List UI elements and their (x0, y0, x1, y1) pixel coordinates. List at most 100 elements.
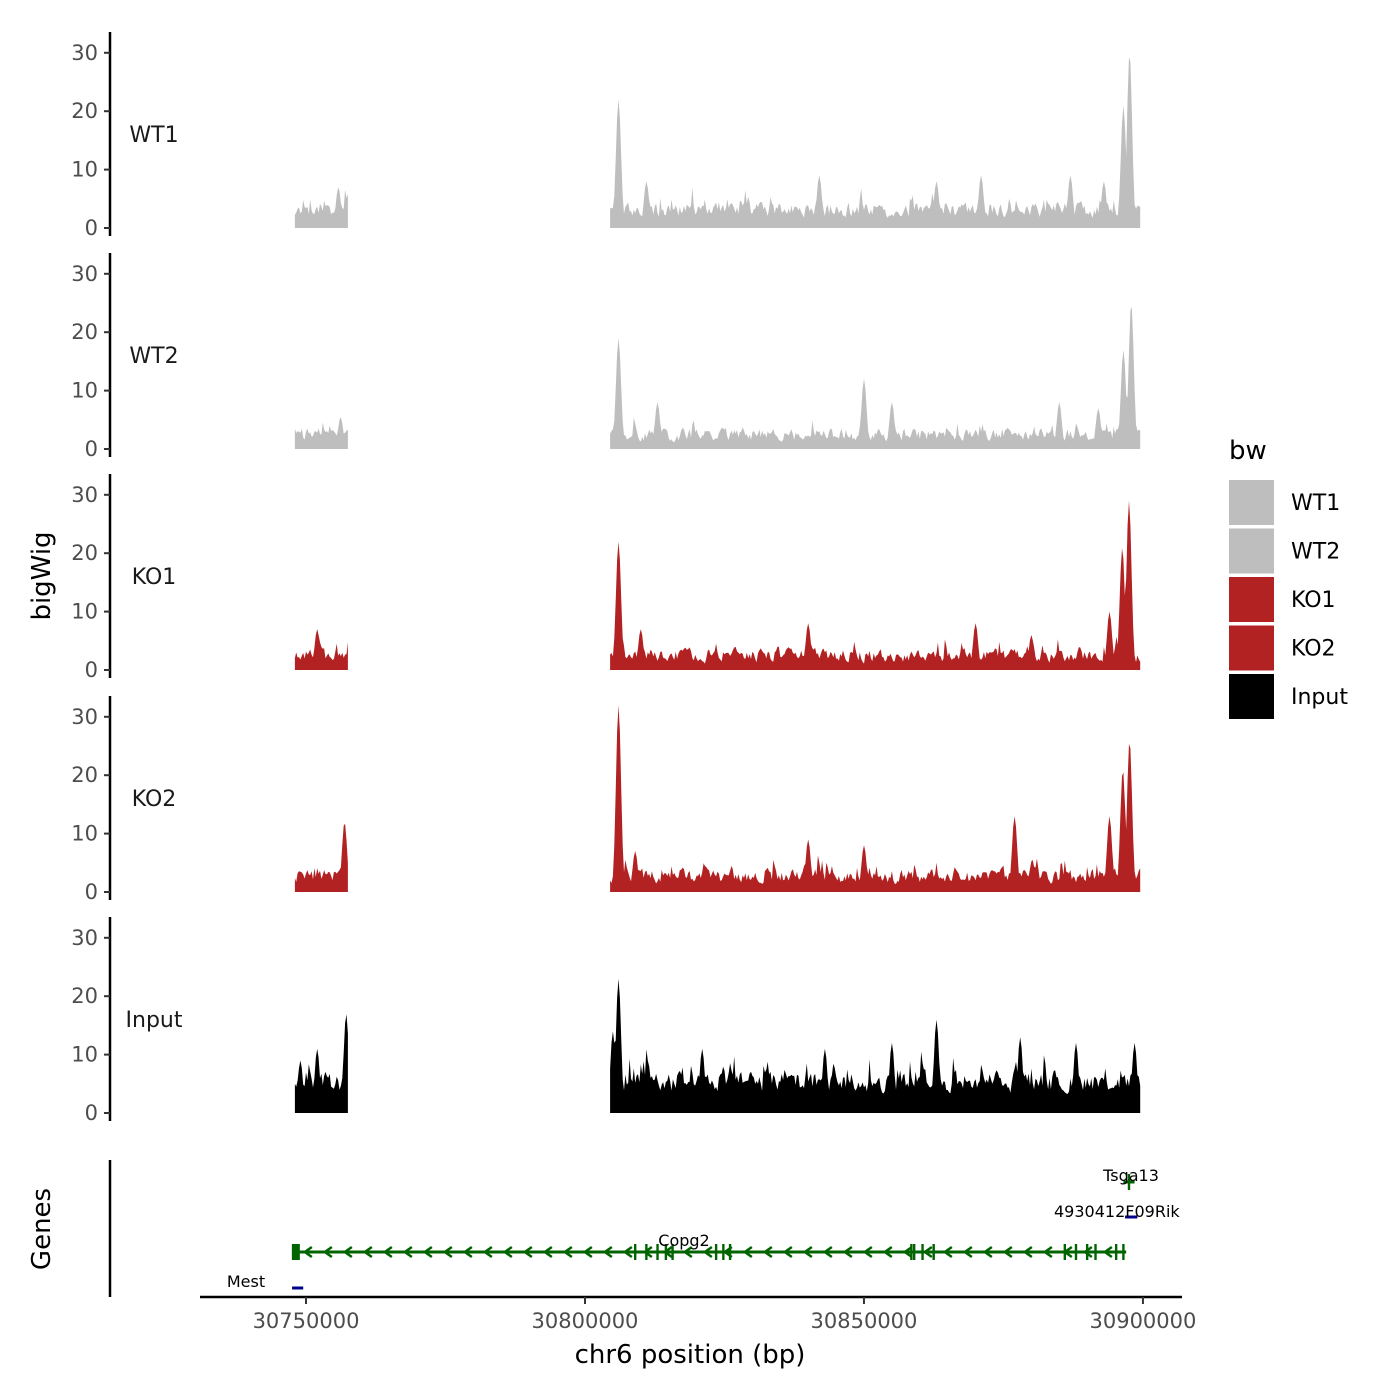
gene-label: 4930412F09Rik (1054, 1202, 1180, 1221)
strand-arrow (702, 1245, 713, 1259)
strand-arrow (422, 1245, 433, 1259)
coverage-area (294, 187, 348, 228)
strand-arrow (922, 1245, 933, 1259)
legend-swatch (1229, 577, 1274, 622)
strand-arrow (1002, 1245, 1013, 1259)
y-tick-label: 20 (71, 984, 98, 1008)
legend-label: Input (1291, 685, 1348, 710)
coverage-area (294, 1014, 348, 1113)
track-ko2: 0 10 20 30 KO2 (71, 696, 1141, 904)
track-input: 0 10 20 30 Input (71, 917, 1141, 1125)
strand-arrow (902, 1245, 913, 1259)
coverage-area (294, 823, 348, 892)
y-tick-label: 0 (85, 658, 98, 682)
strand-arrow (542, 1245, 553, 1259)
coverage-tracks: 0 10 20 30 WT1 0 10 20 30 WT2 0 10 20 30 KO1 0 10 20 30 KO2… (71, 32, 1141, 1125)
strand-arrow (502, 1245, 513, 1259)
strand-arrow (582, 1245, 593, 1259)
strand-arrow (822, 1245, 833, 1259)
exon (671, 1244, 674, 1260)
gene-4930412f09rik: 4930412F09Rik (1054, 1202, 1180, 1221)
legend-swatch (1229, 528, 1274, 574)
track-label: Input (126, 1008, 183, 1033)
coverage-area (610, 306, 1141, 449)
legend-item: KO1 (1229, 577, 1336, 622)
y-tick-label: 30 (71, 262, 98, 286)
y-tick-label: 20 (71, 763, 98, 787)
strand-arrow (342, 1245, 353, 1259)
strand-arrow (1022, 1245, 1033, 1259)
y-tick-label: 10 (71, 600, 98, 624)
legend-label: WT1 (1291, 491, 1340, 516)
y-tick-label: 30 (71, 926, 98, 950)
strand-arrow (982, 1245, 993, 1259)
gene-mest: Mest (227, 1272, 304, 1291)
track-label: KO1 (132, 565, 177, 590)
exon (664, 1244, 668, 1260)
track-wt1: 0 10 20 30 WT1 (71, 32, 1141, 240)
y-tick-label: 10 (71, 1043, 98, 1067)
gene-label: Copg2 (658, 1231, 709, 1250)
legend-label: KO1 (1291, 588, 1336, 613)
exon (921, 1244, 924, 1260)
y-tick-label: 10 (71, 822, 98, 846)
strand-arrow (622, 1245, 633, 1259)
coverage-area (610, 705, 1141, 892)
exon (910, 1244, 913, 1260)
strand-arrow (402, 1245, 413, 1259)
exon (1122, 1244, 1125, 1260)
x-tick-label: 30750000 (253, 1309, 360, 1333)
strand-arrow (762, 1245, 773, 1259)
y-tick-label: 20 (71, 541, 98, 565)
track-wt2: 0 10 20 30 WT2 (71, 253, 1141, 461)
exon (1074, 1244, 1078, 1260)
y-tick-label: 20 (71, 99, 98, 123)
strand-arrow (862, 1245, 873, 1259)
strand-arrow (1042, 1245, 1053, 1259)
track-label: KO2 (132, 787, 177, 812)
coverage-area (294, 629, 348, 670)
y-tick-label: 10 (71, 379, 98, 403)
legend-label: KO2 (1291, 637, 1336, 662)
legend-swatch (1229, 674, 1274, 719)
gene-track: Copg2 Tsga13 4930412F09Rik Mest (108, 1160, 1180, 1297)
strand-arrow (482, 1245, 493, 1259)
y-tick-label: 0 (85, 1101, 98, 1125)
strand-arrow (522, 1245, 533, 1259)
exon (634, 1244, 637, 1260)
strand-arrow (882, 1245, 893, 1259)
y-tick-label: 10 (71, 158, 98, 182)
gene-tsga13: Tsga13 (1102, 1166, 1159, 1190)
exon (1094, 1244, 1097, 1260)
gene-copg2: Copg2 (291, 1231, 1127, 1260)
coverage-area (294, 417, 348, 449)
legend-title: bw (1229, 436, 1267, 466)
strand-arrow (562, 1245, 573, 1259)
y-tick-label: 30 (71, 483, 98, 507)
x-axis: 30750000 30800000 30850000 30900000 (200, 1295, 1196, 1333)
exon (1063, 1244, 1067, 1260)
strand-arrow (302, 1245, 313, 1259)
legend-swatch (1229, 480, 1274, 525)
y-tick-label: 30 (71, 705, 98, 729)
strand-arrow (842, 1245, 853, 1259)
x-tick-label: 30850000 (811, 1309, 918, 1333)
strand-arrow (442, 1245, 453, 1259)
strand-arrow (1102, 1245, 1113, 1259)
legend-item: WT2 (1229, 528, 1340, 574)
strand-arrow (962, 1245, 973, 1259)
legend-item: Input (1229, 674, 1348, 719)
strand-arrow (682, 1245, 693, 1259)
legend-label: WT2 (1291, 540, 1340, 565)
x-axis-title: chr6 position (bp) (575, 1340, 806, 1370)
coverage-area (610, 57, 1141, 228)
gene-label: Mest (227, 1272, 265, 1291)
strand-arrow (362, 1245, 373, 1259)
strand-arrow (322, 1245, 333, 1259)
track-label: WT1 (129, 123, 178, 148)
exon (932, 1244, 935, 1260)
exon (714, 1244, 718, 1260)
y-tick-label: 20 (71, 320, 98, 344)
strand-arrow (942, 1245, 953, 1259)
strand-arrow (782, 1245, 793, 1259)
